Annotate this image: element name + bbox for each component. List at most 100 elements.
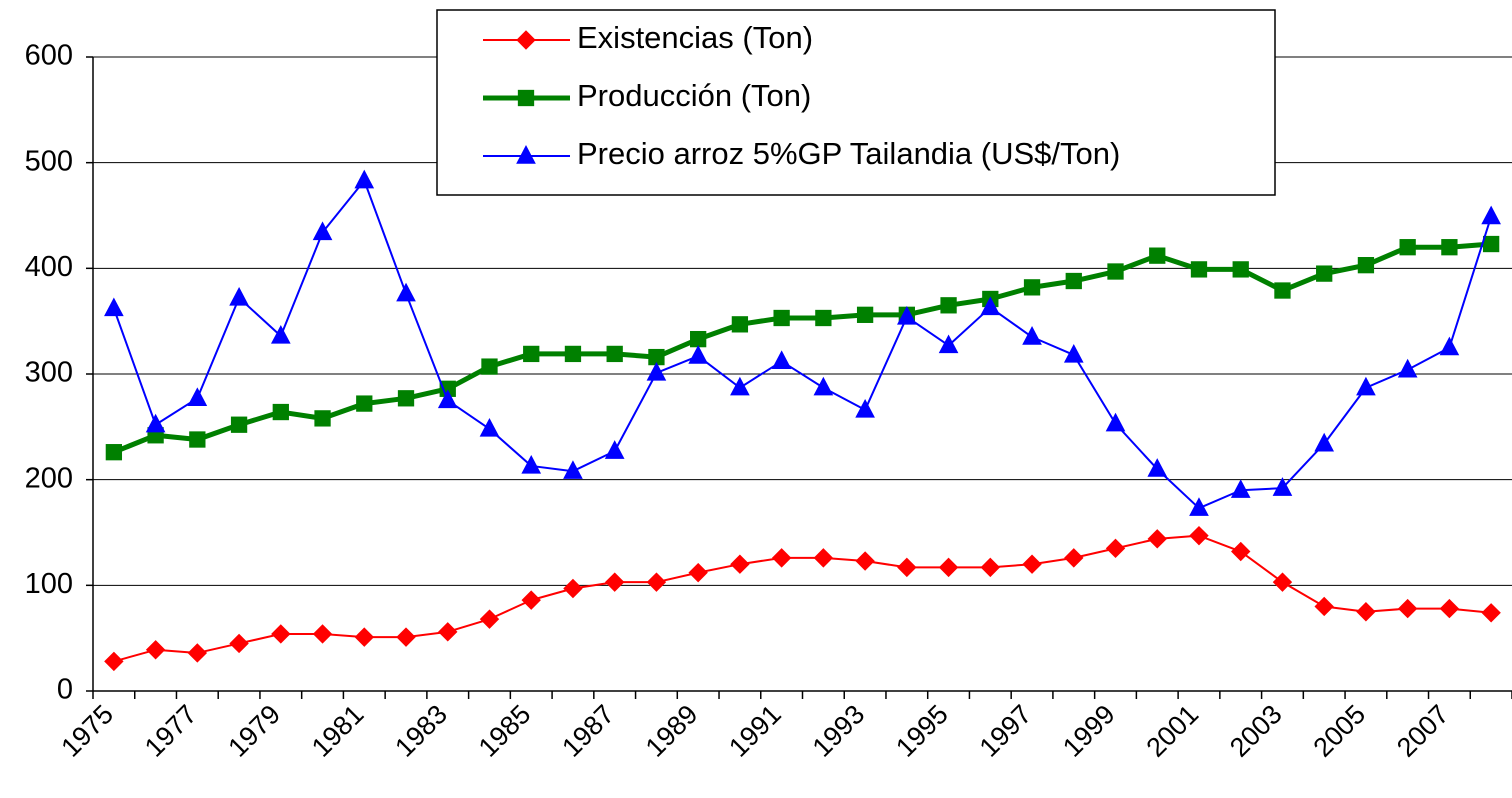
legend-label: Precio arroz 5%GP Tailandia (US$/Ton): [577, 136, 1120, 171]
y-tick-label: 300: [25, 357, 73, 389]
marker: [354, 627, 374, 647]
marker: [1231, 541, 1251, 562]
x-tick-label: 1989: [640, 699, 704, 763]
marker: [1023, 279, 1041, 296]
marker: [356, 395, 373, 412]
y-tick-label: 600: [25, 40, 73, 72]
series-line: [113, 534, 1492, 663]
marker: [690, 330, 707, 348]
marker: [1022, 326, 1042, 345]
marker: [1356, 376, 1376, 396]
marker: [730, 376, 750, 396]
marker: [563, 578, 583, 599]
legend-box: [436, 9, 1276, 196]
x-tick-label: 2003: [1224, 699, 1288, 763]
marker: [437, 389, 458, 409]
x-tick-label: 2007: [1391, 699, 1455, 763]
x-tick-label: 1993: [807, 699, 871, 763]
marker: [1149, 247, 1166, 264]
marker: [187, 643, 208, 663]
marker: [771, 350, 792, 370]
marker: [1272, 477, 1293, 496]
y-tick-label: 100: [25, 568, 73, 600]
marker: [1147, 458, 1168, 477]
marker: [897, 305, 917, 325]
x-tick-label: 1987: [556, 699, 620, 763]
marker: [730, 554, 750, 574]
marker: [1397, 598, 1418, 619]
marker: [1230, 479, 1251, 498]
marker: [1064, 548, 1084, 568]
marker: [1232, 261, 1249, 278]
x-tick-label: 1999: [1057, 699, 1121, 763]
marker: [940, 297, 957, 314]
marker: [813, 376, 834, 396]
marker: [1314, 432, 1335, 452]
marker: [1065, 272, 1082, 290]
marker: [1439, 336, 1460, 356]
marker: [606, 345, 623, 363]
marker: [312, 624, 333, 644]
marker: [855, 551, 875, 571]
marker: [1189, 525, 1209, 546]
marker: [1147, 529, 1167, 549]
marker: [564, 345, 582, 363]
marker: [980, 296, 1001, 316]
marker: [479, 609, 500, 629]
marker: [272, 403, 289, 421]
marker: [604, 572, 625, 592]
marker: [516, 30, 536, 50]
marker: [270, 324, 291, 344]
x-tick-label: 1983: [389, 699, 453, 763]
marker: [271, 624, 291, 644]
marker: [1357, 257, 1375, 274]
marker: [145, 640, 166, 660]
marker: [523, 345, 540, 363]
x-tick-label: 2001: [1141, 699, 1205, 763]
x-tick-label: 1981: [306, 699, 370, 763]
x-tick-label: 2005: [1308, 699, 1372, 763]
x-tick-label: 1985: [473, 699, 537, 763]
x-tick-label: 1975: [55, 699, 119, 763]
marker: [1441, 239, 1458, 256]
marker: [1107, 263, 1124, 280]
legend: Existencias (Ton) Producción (Ton) Precio …: [436, 9, 1276, 196]
y-tick-label: 200: [25, 462, 73, 494]
marker: [229, 286, 249, 306]
x-tick-label: 1991: [723, 699, 787, 763]
marker: [229, 633, 249, 654]
marker: [1189, 497, 1209, 516]
marker: [646, 361, 667, 381]
marker: [856, 306, 874, 323]
marker: [230, 416, 248, 433]
marker: [438, 622, 458, 642]
legend-label: Existencias (Ton): [577, 20, 813, 55]
y-tick-label: 500: [25, 145, 73, 177]
series-line: [112, 179, 1493, 510]
marker: [1399, 239, 1416, 256]
marker: [517, 89, 535, 107]
marker: [731, 316, 749, 333]
marker: [1481, 603, 1501, 623]
marker: [688, 345, 708, 364]
marker: [1482, 235, 1500, 253]
marker: [1105, 412, 1126, 432]
marker: [813, 548, 834, 568]
marker: [604, 440, 625, 459]
marker: [189, 431, 206, 448]
marker: [938, 557, 959, 578]
marker: [479, 417, 500, 437]
marker: [314, 410, 331, 427]
y-tick-label: 0: [57, 674, 73, 706]
marker: [771, 548, 792, 568]
marker: [563, 460, 583, 479]
marker: [1356, 602, 1376, 622]
marker: [855, 398, 875, 418]
marker: [1022, 554, 1042, 574]
marker: [646, 572, 667, 592]
marker: [354, 169, 375, 189]
marker: [521, 590, 541, 610]
series-line: [112, 241, 1492, 455]
